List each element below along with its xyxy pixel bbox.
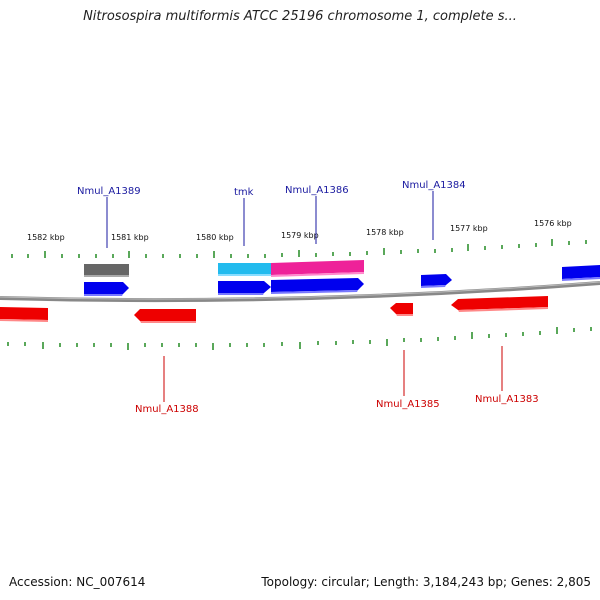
reverse-gene-arrow[interactable]: [134, 309, 196, 321]
gene-feature-cyan[interactable]: [218, 263, 271, 275]
top-leader-lines: [106, 191, 434, 248]
kbp-label: 1581 kbp: [111, 233, 149, 242]
reverse-gene-arrow[interactable]: [0, 307, 48, 320]
forward-gene-arrow[interactable]: [421, 274, 452, 286]
gene-label-bottom[interactable]: Nmul_A1385: [376, 399, 440, 410]
bottom-tick-row: [7, 327, 592, 350]
gene-label-top[interactable]: tmk: [234, 187, 254, 198]
chromosome-backbone: [0, 281, 600, 303]
kbp-label: 1578 kbp: [366, 228, 404, 237]
kbp-label: 1580 kbp: [196, 233, 234, 242]
kbp-label: 1577 kbp: [450, 224, 488, 233]
page-title: Nitrosospira multiformis ATCC 25196 chro…: [83, 9, 517, 24]
top-tick-row: [11, 239, 587, 258]
accession-text: Accession: NC_007614: [9, 575, 146, 589]
gene-label-top[interactable]: Nmul_A1389: [77, 186, 141, 197]
gene-feature-gray[interactable]: [84, 264, 129, 276]
kbp-label: 1579 kbp: [281, 231, 319, 240]
gene-label-top[interactable]: Nmul_A1384: [402, 180, 466, 191]
forward-gene-arrow[interactable]: [218, 281, 271, 293]
reverse-gene-arrow[interactable]: [451, 296, 548, 310]
bottom-leader-lines: [163, 346, 503, 402]
kbp-label: 1582 kbp: [27, 233, 65, 242]
gene-label-top[interactable]: Nmul_A1386: [285, 185, 349, 196]
forward-gene-arrow[interactable]: [271, 278, 364, 292]
reverse-gene-arrow[interactable]: [390, 303, 413, 314]
gene-label-bottom[interactable]: Nmul_A1388: [135, 404, 199, 415]
forward-gene-arrow[interactable]: [562, 265, 600, 279]
gene-label-bottom[interactable]: Nmul_A1383: [475, 394, 539, 405]
topology-summary: Topology: circular; Length: 3,184,243 bp…: [261, 575, 591, 589]
kbp-label: 1576 kbp: [534, 219, 572, 228]
forward-gene-arrow[interactable]: [84, 282, 129, 294]
gene-feature-magenta[interactable]: [271, 260, 364, 275]
